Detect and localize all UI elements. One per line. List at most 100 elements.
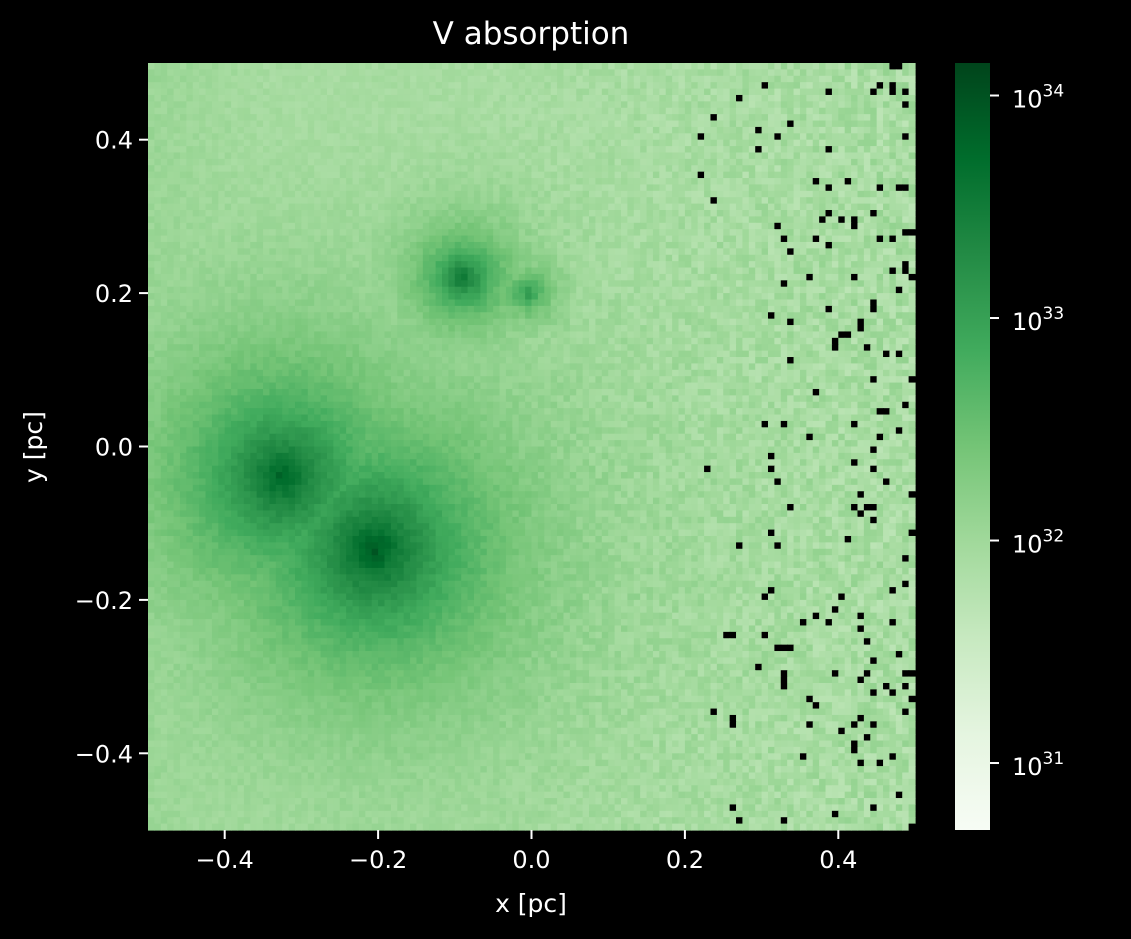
- heatmap-cell: [716, 114, 724, 122]
- heatmap-cell: [358, 267, 366, 275]
- heatmap-cell: [684, 69, 692, 77]
- heatmap-cell: [429, 114, 437, 122]
- heatmap-cell: [806, 146, 814, 154]
- heatmap-cell: [793, 107, 801, 115]
- heatmap-cell: [179, 184, 187, 192]
- heatmap-cell: [231, 203, 239, 211]
- heatmap-cell: [576, 210, 584, 217]
- heatmap-cell: [378, 318, 386, 326]
- heatmap-cell: [589, 203, 597, 211]
- heatmap-cell: [211, 267, 219, 275]
- heatmap-cell: [179, 254, 187, 262]
- heatmap-cell: [148, 216, 155, 224]
- heatmap-cell: [250, 286, 258, 294]
- heatmap-cell: [275, 152, 283, 160]
- heatmap-cell: [563, 318, 571, 326]
- heatmap-cell: [352, 254, 360, 262]
- heatmap-cell: [716, 133, 724, 141]
- heatmap-cell: [314, 305, 322, 313]
- heatmap-cell: [346, 222, 354, 230]
- heatmap-cell: [665, 126, 673, 134]
- heatmap-cell: [761, 305, 769, 313]
- heatmap-cell: [295, 216, 302, 224]
- heatmap-cell: [787, 178, 795, 186]
- heatmap-cell: [870, 299, 878, 307]
- heatmap-cell: [442, 305, 450, 313]
- heatmap-cell: [224, 82, 232, 90]
- heatmap-cell: [659, 158, 667, 166]
- heatmap-cell: [167, 299, 175, 307]
- heatmap-cell: [390, 190, 398, 198]
- heatmap-cell: [224, 235, 232, 243]
- heatmap-cell: [557, 120, 565, 128]
- heatmap-cell: [761, 280, 769, 288]
- heatmap-cell: [844, 88, 852, 96]
- heatmap-cell: [307, 267, 315, 275]
- heatmap-cell: [825, 107, 833, 115]
- heatmap-cell: [601, 299, 609, 307]
- heatmap-cell: [224, 312, 232, 320]
- heatmap-cell: [422, 94, 430, 102]
- heatmap-cell: [179, 94, 187, 102]
- heatmap-cell: [774, 318, 782, 326]
- heatmap-cell: [557, 325, 565, 333]
- heatmap-cell: [467, 210, 475, 217]
- heatmap-cell: [250, 126, 258, 134]
- heatmap-cell: [582, 133, 590, 141]
- heatmap-cell: [659, 318, 667, 326]
- heatmap-cell: [531, 101, 539, 109]
- heatmap-cell: [889, 171, 897, 179]
- heatmap-cell: [710, 69, 718, 77]
- heatmap-cell: [160, 165, 168, 173]
- heatmap-cell: [505, 210, 513, 217]
- heatmap-cell: [806, 190, 814, 198]
- heatmap-cell: [633, 273, 641, 281]
- heatmap-cell: [390, 254, 398, 262]
- heatmap-cell: [186, 197, 194, 205]
- heatmap-cell: [831, 120, 839, 128]
- heatmap-cell: [601, 197, 609, 205]
- heatmap-cell: [844, 210, 852, 217]
- heatmap-cell: [691, 94, 699, 102]
- heatmap-cell: [295, 248, 302, 256]
- heatmap-cell: [531, 158, 539, 166]
- heatmap-cell: [716, 101, 724, 109]
- heatmap-cell: [589, 146, 597, 154]
- heatmap-cell: [186, 248, 194, 256]
- heatmap-cell: [736, 184, 744, 192]
- heatmap-cell: [224, 325, 232, 333]
- heatmap-cell: [237, 82, 245, 90]
- heatmap-cell: [218, 82, 226, 90]
- heatmap-cell: [595, 82, 603, 90]
- heatmap-cell: [435, 286, 443, 294]
- heatmap-cell: [601, 241, 609, 249]
- heatmap-cell: [358, 241, 366, 249]
- heatmap-cell: [288, 82, 296, 90]
- heatmap-cell: [461, 69, 469, 77]
- heatmap-cell: [256, 254, 264, 262]
- heatmap-cell: [608, 184, 616, 192]
- heatmap-cell: [640, 158, 648, 166]
- heatmap-cell: [295, 325, 302, 333]
- heatmap-cell: [736, 318, 744, 326]
- heatmap-cell: [729, 178, 737, 186]
- heatmap-cell: [748, 248, 756, 256]
- heatmap-cell: [665, 184, 673, 192]
- heatmap-cell: [333, 261, 341, 269]
- heatmap-cell: [410, 216, 418, 224]
- heatmap-cell: [186, 107, 194, 115]
- heatmap-cell: [838, 312, 846, 320]
- heatmap-cell: [250, 165, 258, 173]
- heatmap-cell: [224, 146, 232, 154]
- heatmap-cell: [314, 184, 322, 192]
- heatmap-cell: [486, 82, 494, 90]
- heatmap-cell: [697, 299, 705, 307]
- heatmap-cell: [601, 107, 609, 115]
- heatmap-cell: [256, 184, 264, 192]
- heatmap-cell: [863, 82, 871, 90]
- heatmap-cell: [550, 241, 558, 249]
- heatmap-cell: [505, 286, 513, 294]
- heatmap-cell: [326, 299, 334, 307]
- heatmap-cell: [211, 152, 219, 160]
- heatmap-cell: [704, 101, 712, 109]
